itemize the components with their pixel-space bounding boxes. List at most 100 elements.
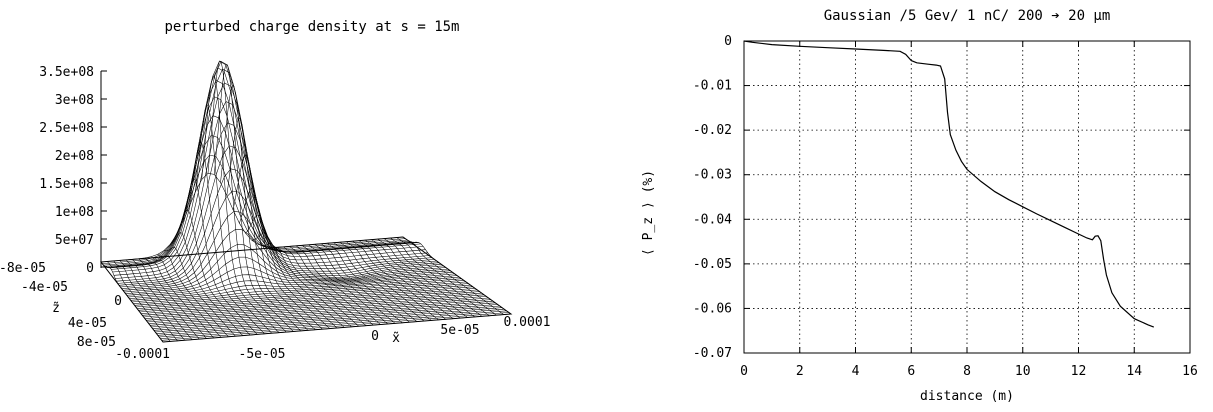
wireframe-line xyxy=(402,236,512,315)
y-tick-label: -0.03 xyxy=(693,168,732,183)
x-tick-label: 4 xyxy=(852,364,860,379)
y-tick-label: -8e-05 xyxy=(0,261,46,276)
y-axis-label: z̃ xyxy=(52,301,60,316)
x-axis-tick-labels: 0 2 4 6 8 10 12 14 16 xyxy=(740,364,1198,379)
wireframe-line xyxy=(100,261,164,343)
y-tick-label: -0.02 xyxy=(693,123,732,138)
z-tick-label: 3e+08 xyxy=(55,93,94,108)
wireframe-line xyxy=(113,260,178,341)
x-axis-label: distance (m) xyxy=(920,389,1014,404)
wireframe-line xyxy=(157,254,229,337)
z-tick-label: 1e+08 xyxy=(55,205,94,220)
plot-frame xyxy=(743,40,1191,354)
x-tick-label: -5e-05 xyxy=(239,347,286,362)
wireframe-line xyxy=(119,260,186,341)
surface-wireframe xyxy=(100,60,512,343)
wireframe-line xyxy=(258,243,345,328)
line-chart: Gaussian /5 Gev/ 1 nC/ 200 ➔ 20 µm 0 2 4 6 8… xyxy=(641,8,1198,404)
wireframe-line xyxy=(201,75,280,333)
wireframe-line xyxy=(138,258,207,339)
wireframe-line xyxy=(207,60,287,333)
axis-ticks xyxy=(743,40,1191,354)
x-tick-label: 2 xyxy=(796,364,804,379)
x-tick-label: 0.0001 xyxy=(504,315,551,330)
wireframe-line xyxy=(239,188,323,330)
z-tick-label: 2e+08 xyxy=(55,149,94,164)
wireframe-line xyxy=(327,242,425,322)
x-tick-label: 5e-05 xyxy=(440,323,479,338)
wireframe-line xyxy=(383,238,490,317)
wireframe-line xyxy=(371,239,475,318)
wireframe-line xyxy=(163,246,236,337)
y-tick-label: -0.06 xyxy=(693,301,732,316)
wireframe-line xyxy=(339,241,439,321)
z-axis-tick-labels: 3.5e+08 3e+08 2.5e+08 2e+08 1.5e+08 1e+0… xyxy=(39,65,94,276)
wireframe-line xyxy=(295,245,388,325)
wireframe-line xyxy=(182,178,258,335)
wireframe-line xyxy=(132,259,200,340)
y-tick-label: -0.07 xyxy=(693,346,732,361)
wireframe-line xyxy=(176,209,251,336)
line-chart-panel: Gaussian /5 Gev/ 1 nC/ 200 ➔ 20 µm 0 2 4 6 8… xyxy=(600,0,1213,412)
x-axis-label: x̃ xyxy=(392,331,400,346)
wireframe-line xyxy=(117,145,433,284)
y-tick-label: 4e-05 xyxy=(68,316,107,331)
wireframe-line xyxy=(358,240,461,319)
wireframe-line xyxy=(107,261,171,342)
wireframe-line xyxy=(151,256,222,338)
wireframe-line xyxy=(396,237,504,315)
y-tick-label: 0 xyxy=(724,34,732,49)
y-tick-label: -0.05 xyxy=(693,257,732,272)
wireframe-line xyxy=(333,242,432,321)
wireframe-line xyxy=(277,246,367,326)
wireframe-line xyxy=(321,243,417,322)
wireframe-line xyxy=(289,246,381,325)
y-axis-label: ⟨ P_z ⟩ (%) xyxy=(641,170,656,256)
wireframe-line xyxy=(109,60,419,269)
y-tick-label: -4e-05 xyxy=(21,280,68,295)
wireframe-line xyxy=(390,237,497,316)
wireframe-line xyxy=(365,239,468,318)
wireframe-line xyxy=(264,246,352,328)
x-tick-label: 14 xyxy=(1126,364,1142,379)
wireframe-line xyxy=(195,105,272,334)
wireframe-line xyxy=(226,118,309,331)
wireframe-line xyxy=(245,214,330,329)
y-tick-label: -0.04 xyxy=(693,212,732,227)
z-tick-label: 5e+07 xyxy=(55,233,94,248)
y-tick-label: 8e-05 xyxy=(77,335,116,350)
wireframe-line xyxy=(352,240,454,319)
surface-plot: perturbed charge density at s = 15m 3.5e… xyxy=(0,19,551,362)
z-axis-ticks xyxy=(101,70,107,268)
wireframe-line xyxy=(302,245,396,324)
wireframe-line xyxy=(377,238,483,317)
y-tick-label: -0.01 xyxy=(693,79,732,94)
x-tick-label: 0 xyxy=(740,364,748,379)
x-tick-label: 6 xyxy=(907,364,915,379)
wireframe-line xyxy=(188,141,265,334)
surface-plot-title: perturbed charge density at s = 15m xyxy=(164,19,459,35)
wireframe-line xyxy=(308,244,403,324)
x-tick-label: 12 xyxy=(1071,364,1087,379)
z-tick-label: 2.5e+08 xyxy=(39,121,94,136)
wireframe-line xyxy=(232,154,316,330)
chart-title: Gaussian /5 Gev/ 1 nC/ 200 ➔ 20 µm xyxy=(824,8,1111,24)
z-tick-label: 0 xyxy=(86,261,94,276)
y-axis-tick-labels: 0 -0.01 -0.02 -0.03 -0.04 -0.05 -0.06 -0.07 xyxy=(693,34,732,361)
wireframe-line xyxy=(144,257,215,339)
y-tick-label: 0 xyxy=(114,294,122,309)
x-tick-label: 10 xyxy=(1015,364,1031,379)
wireframe-line xyxy=(346,241,446,320)
wireframe-line xyxy=(220,85,301,332)
z-tick-label: 3.5e+08 xyxy=(39,65,94,80)
z-tick-label: 1.5e+08 xyxy=(39,177,94,192)
x-tick-label: -0.0001 xyxy=(115,347,170,362)
x-tick-label: 16 xyxy=(1182,364,1198,379)
wireframe-line xyxy=(283,246,374,326)
wireframe-line xyxy=(251,232,338,329)
series-line xyxy=(743,40,1155,328)
wireframe-line xyxy=(125,259,193,340)
chart-grid xyxy=(744,41,1190,353)
surface-plot-panel: perturbed charge density at s = 15m 3.5e… xyxy=(0,0,600,412)
wireframe-line xyxy=(314,244,410,323)
